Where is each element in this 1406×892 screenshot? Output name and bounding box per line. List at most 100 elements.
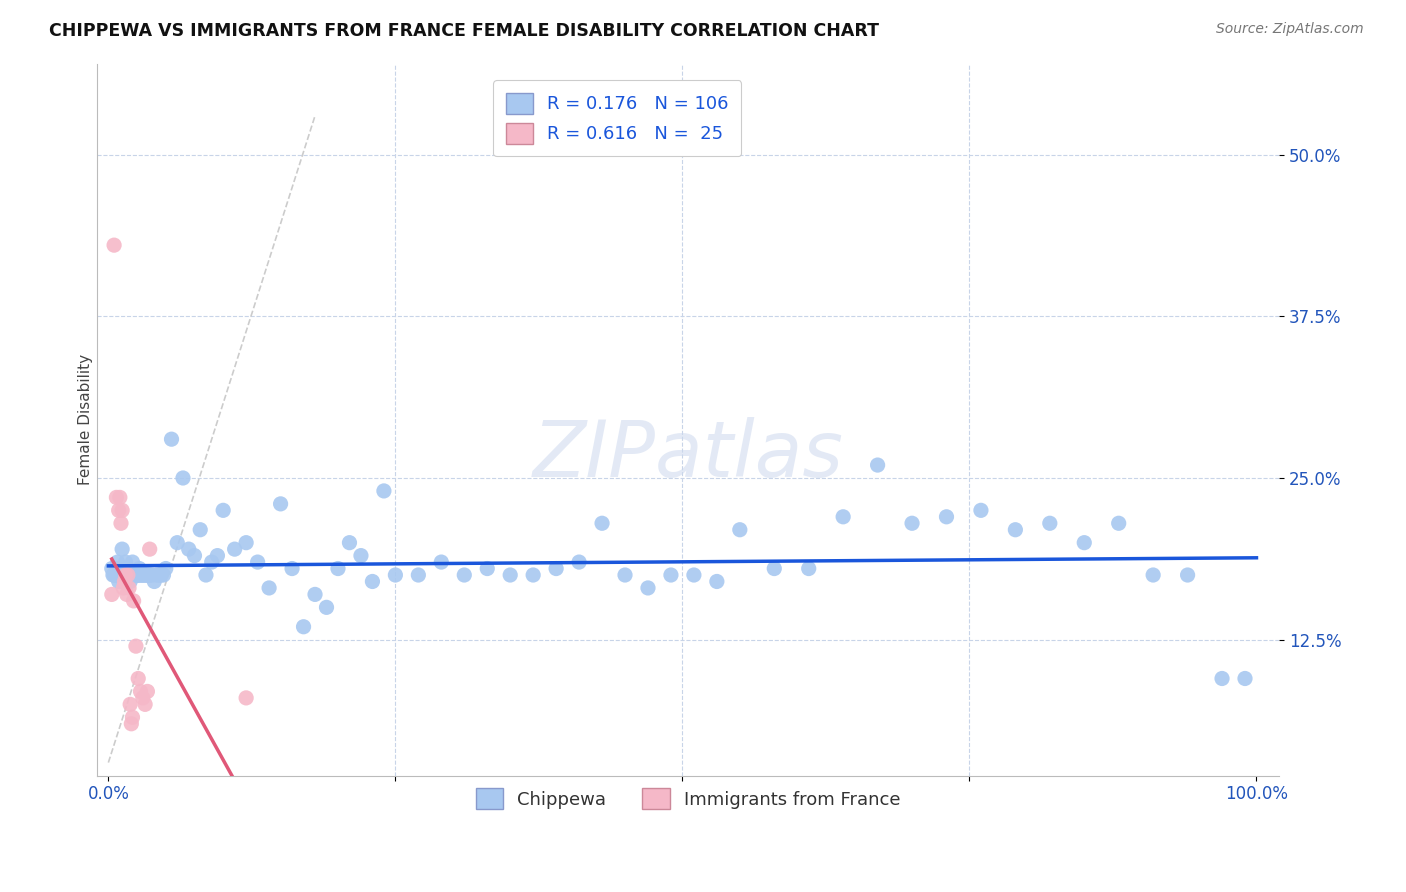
Point (304, 587, 326, 601)
Point (128, 568, 150, 582)
Point (121, 568, 143, 582)
Point (120, 698, 142, 712)
Point (101, 561, 124, 575)
Point (797, 561, 820, 575)
Text: Source: ZipAtlas.com: Source: ZipAtlas.com (1216, 22, 1364, 37)
Point (114, 568, 136, 582)
Point (117, 568, 139, 582)
Y-axis label: Female Disability: Female Disability (79, 354, 93, 485)
Point (108, 561, 131, 575)
Point (101, 568, 124, 582)
Point (499, 568, 522, 582)
Point (127, 672, 149, 686)
Text: CHIPPEWA VS IMMIGRANTS FROM FRANCE FEMALE DISABILITY CORRELATION CHART: CHIPPEWA VS IMMIGRANTS FROM FRANCE FEMAL… (49, 22, 879, 40)
Point (118, 568, 141, 582)
Point (728, 523, 751, 537)
Point (110, 568, 132, 582)
Point (188, 523, 211, 537)
Point (1108, 516, 1130, 531)
Point (120, 568, 142, 582)
Point (152, 568, 174, 582)
Point (122, 594, 145, 608)
Point (172, 471, 194, 485)
Point (107, 574, 129, 589)
Point (935, 509, 957, 524)
Point (110, 568, 132, 582)
Point (315, 600, 337, 615)
Point (127, 568, 149, 582)
Point (101, 587, 124, 601)
Point (246, 555, 269, 569)
Point (591, 516, 613, 531)
Point (120, 568, 142, 582)
Point (281, 561, 304, 575)
Point (121, 710, 143, 724)
Point (103, 238, 125, 252)
Point (114, 568, 136, 582)
Point (177, 542, 200, 557)
Point (207, 549, 229, 563)
Point (430, 555, 453, 569)
Point (477, 561, 499, 575)
Point (120, 716, 142, 731)
Point (183, 549, 205, 563)
Point (546, 561, 568, 575)
Point (350, 549, 373, 563)
Point (1039, 516, 1062, 531)
Point (1177, 568, 1199, 582)
Point (683, 568, 706, 582)
Point (384, 568, 406, 582)
Point (1073, 535, 1095, 549)
Point (115, 587, 138, 601)
Point (145, 568, 167, 582)
Point (866, 458, 889, 472)
Point (132, 568, 155, 582)
Point (112, 581, 135, 595)
Point (107, 568, 129, 582)
Point (104, 568, 127, 582)
Point (160, 432, 183, 446)
Point (224, 542, 246, 557)
Point (1211, 672, 1233, 686)
Point (194, 568, 217, 582)
Point (637, 581, 659, 595)
Point (110, 516, 132, 531)
Point (129, 568, 152, 582)
Point (135, 568, 157, 582)
Point (763, 561, 786, 575)
Point (614, 568, 637, 582)
Point (1233, 672, 1256, 686)
Point (120, 574, 142, 589)
Point (129, 684, 152, 698)
Point (134, 568, 156, 582)
Point (408, 568, 430, 582)
Point (108, 491, 131, 505)
Point (117, 568, 139, 582)
Point (125, 568, 148, 582)
Point (128, 561, 150, 575)
Point (138, 542, 160, 557)
Point (150, 568, 173, 582)
Point (117, 561, 139, 575)
Point (832, 509, 855, 524)
Point (201, 555, 224, 569)
Point (659, 568, 682, 582)
Point (148, 568, 170, 582)
Point (1142, 568, 1164, 582)
Point (373, 483, 395, 498)
Point (114, 574, 136, 589)
Text: ZIPatlas: ZIPatlas (533, 417, 844, 493)
Point (270, 497, 292, 511)
Point (132, 568, 155, 582)
Point (125, 568, 148, 582)
Point (901, 516, 924, 531)
Point (136, 684, 159, 698)
Point (339, 535, 361, 549)
Point (138, 568, 160, 582)
Point (114, 555, 136, 569)
Point (292, 620, 315, 634)
Point (155, 561, 177, 575)
Point (103, 568, 125, 582)
Point (115, 568, 138, 582)
Point (136, 568, 159, 582)
